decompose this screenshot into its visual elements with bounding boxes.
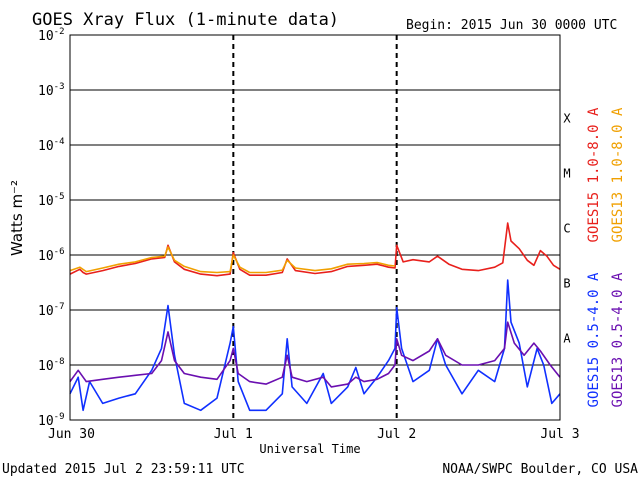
- flare-class-label: X: [563, 112, 571, 126]
- y-tick-exponent: -4: [54, 137, 65, 147]
- y-axis-label: Watts m⁻²: [8, 180, 26, 256]
- y-tick-labels: 10-910-810-710-610-510-410-310-2: [38, 27, 65, 429]
- series-line: [69, 222, 561, 277]
- y-tick-exponent: -3: [54, 82, 65, 92]
- credit-line: NOAA/SWPC Boulder, CO USA: [442, 462, 638, 477]
- y-tick-label: 10-6: [38, 247, 65, 264]
- legend-entry: GOES13 0.5-4.0 A: [610, 272, 626, 407]
- y-tick-exponent: -5: [54, 192, 65, 202]
- series-lines: [69, 222, 561, 412]
- x-tick-label: Jun 30: [48, 427, 95, 442]
- y-tick-exponent: -9: [54, 412, 65, 422]
- flare-class-label: C: [563, 222, 570, 236]
- legend: GOES15 1.0-8.0 A GOES13 1.0-8.0 A GOES15 0…: [586, 107, 626, 407]
- chart-title: GOES Xray Flux (1-minute data): [32, 10, 339, 30]
- y-tick-label: 10-2: [38, 27, 65, 44]
- y-tick-label: 10-8: [38, 357, 65, 374]
- x-tick-label: Jul 3: [540, 427, 579, 442]
- flare-class-label: M: [563, 167, 570, 181]
- legend-entry: GOES13 1.0-8.0 A: [610, 107, 626, 242]
- flare-class-labels: X M C B A: [563, 112, 571, 346]
- series-line: [69, 279, 561, 412]
- y-tick-exponent: -2: [54, 27, 65, 37]
- updated-time: Updated 2015 Jul 2 23:59:11 UTC: [2, 462, 245, 477]
- x-axis-label: Universal Time: [259, 442, 360, 456]
- y-tick-label: 10-4: [38, 137, 65, 154]
- plot-frame: [69, 34, 561, 421]
- y-tick-exponent: -7: [54, 302, 65, 312]
- legend-entry: GOES15 0.5-4.0 A: [586, 272, 602, 407]
- flare-class-label: A: [563, 332, 571, 346]
- y-tick-label: 10-3: [38, 82, 65, 99]
- flare-class-label: B: [563, 277, 570, 291]
- plot-grid: [70, 34, 560, 421]
- y-tick-exponent: -6: [54, 247, 65, 257]
- legend-entry: GOES15 1.0-8.0 A: [586, 107, 602, 242]
- x-tick-label: Jul 1: [214, 427, 253, 442]
- series-line: [69, 321, 561, 388]
- x-tick-labels: Jun 30 Jul 1 Jul 2 Jul 3: [48, 427, 580, 442]
- y-tick-label: 10-5: [38, 192, 65, 209]
- x-tick-label: Jul 2: [377, 427, 416, 442]
- series-line: [69, 246, 396, 274]
- y-tick-label: 10-7: [38, 302, 65, 319]
- begin-time: Begin: 2015 Jun 30 0000 UTC: [406, 18, 617, 33]
- y-tick-exponent: -8: [54, 357, 65, 367]
